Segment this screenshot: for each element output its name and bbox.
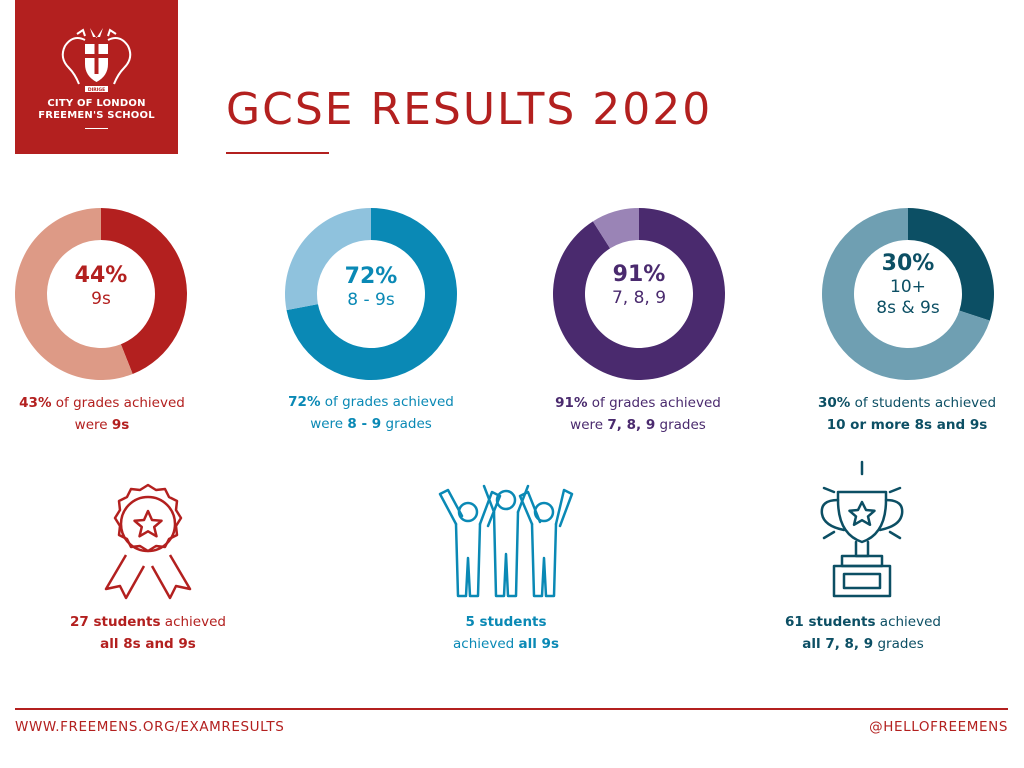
donut-center-7-8-9: 91% 7, 8, 9 — [553, 262, 725, 309]
donut-slice-achieved — [553, 208, 725, 380]
crest-icon: DIRIGE — [61, 28, 132, 93]
donut-subtitle: 8 - 9s — [347, 290, 395, 311]
donut-chart-10-plus — [822, 208, 994, 380]
donut-slice-remainder — [285, 208, 371, 311]
stat-text: achieved — [875, 614, 941, 630]
stat-bold: all 9s — [518, 636, 559, 652]
donut-slice-achieved — [286, 208, 457, 380]
stat-bold: 27 students — [70, 614, 161, 630]
donut-slice-remainder — [822, 208, 990, 380]
caption-text: were — [310, 416, 348, 432]
caption-text: were — [570, 417, 608, 433]
stat-bold: all 8s and 9s — [100, 636, 196, 652]
donut-center-8-9s: 72% 8 - 9s — [285, 264, 457, 311]
donut-subtitle: 10+ — [890, 277, 926, 298]
caption-percent: 72% — [288, 394, 321, 410]
stat-text: achieved — [453, 636, 519, 652]
caption-text: grades — [381, 416, 432, 432]
caption-text: of students achieved — [850, 395, 997, 411]
donut-chart-8-9s — [285, 208, 457, 380]
caption-percent: 30% — [817, 395, 851, 411]
trophy-icon — [820, 460, 904, 598]
logo-line-2: FREEMEN'S SCHOOL — [38, 110, 155, 121]
donut-center-10-plus: 30% 10+ 8s & 9s — [822, 251, 994, 318]
stat-text: achieved — [160, 614, 226, 630]
caption-text: were — [74, 417, 112, 433]
donut-chart-7-8-9 — [553, 208, 725, 380]
footer-url-link[interactable]: WWW.FREEMENS.ORG/EXAMRESULTS — [15, 719, 285, 735]
caption-8-9s: 72% of grades achieved were 8 - 9 grades — [256, 391, 486, 435]
caption-text: grades — [655, 417, 706, 433]
stat-all-8s-9s: 27 students achieved all 8s and 9s — [38, 611, 258, 655]
rosette-icon — [104, 483, 192, 600]
logo-divider — [85, 128, 108, 129]
caption-bold: 10 or more 8s and 9s — [826, 417, 988, 433]
stat-bold: 61 students — [785, 614, 876, 630]
caption-text: of grades achieved — [51, 395, 185, 411]
logo-line-1: CITY OF LONDON — [47, 98, 146, 109]
donut-slice-achieved — [101, 208, 188, 374]
caption-percent: 43% — [19, 395, 52, 411]
caption-text: of grades achieved — [320, 394, 454, 410]
donut-percent: 30% — [881, 251, 935, 276]
caption-10-plus: 30% of students achieved 10 or more 8s a… — [792, 392, 1022, 436]
caption-bold: 7, 8, 9 — [607, 417, 656, 433]
stat-all-9s: 5 students achieved all 9s — [396, 611, 616, 655]
page-title: GCSE RESULTS 2020 — [226, 84, 713, 135]
footer-social-handle[interactable]: @HELLOFREEMENS — [869, 719, 1008, 735]
school-logo: DIRIGE CITY OF LONDON FREEMEN'S SCHOOL — [15, 0, 178, 154]
celebrating-people-icon — [438, 484, 574, 598]
stat-bold: all 7, 8, 9 — [802, 636, 874, 652]
title-underline — [226, 152, 329, 154]
donut-percent: 91% — [612, 262, 666, 287]
stat-all-7-8-9: 61 students achieved all 7, 8, 9 grades — [753, 611, 973, 655]
footer-divider — [15, 708, 1008, 710]
stat-text: grades — [873, 636, 924, 652]
caption-9s: 43% of grades achieved were 9s — [0, 392, 217, 436]
donut-center-9s: 44% 9s — [15, 263, 187, 310]
logo-motto: DIRIGE — [88, 87, 105, 93]
caption-7-8-9: 91% of grades achieved were 7, 8, 9 grad… — [523, 392, 753, 436]
caption-bold: 9s — [111, 417, 130, 433]
donut-percent: 44% — [74, 263, 128, 288]
donut-slice-remainder — [592, 208, 639, 249]
donut-subtitle: 7, 8, 9 — [611, 288, 667, 309]
donut-slice-achieved — [908, 208, 994, 321]
caption-percent: 91% — [555, 395, 588, 411]
caption-bold: 8 - 9 — [347, 416, 382, 432]
donut-chart-9s — [15, 208, 188, 380]
donut-percent: 72% — [344, 264, 398, 289]
donut-subtitle: 8s & 9s — [876, 297, 940, 318]
donut-subtitle: 9s — [91, 289, 111, 310]
caption-text: of grades achieved — [587, 395, 721, 411]
donut-slice-remainder — [15, 208, 133, 380]
stat-bold: 5 students — [465, 614, 547, 630]
